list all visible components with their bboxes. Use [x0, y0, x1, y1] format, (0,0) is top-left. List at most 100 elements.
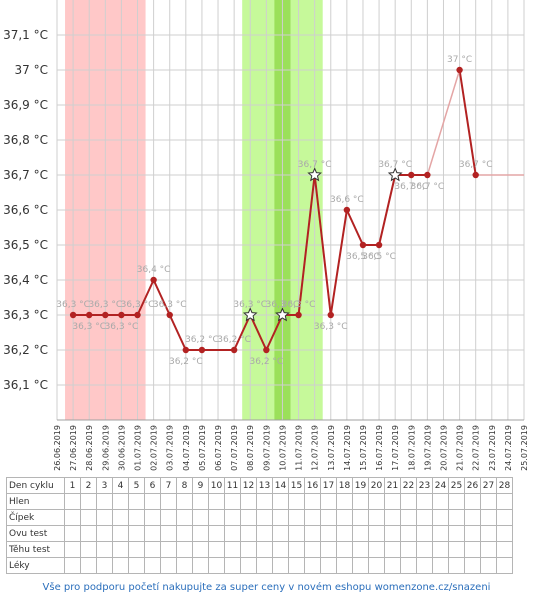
data-point	[198, 346, 206, 354]
cycle-day-number: 24	[432, 477, 449, 494]
data-label: 36,3 °C	[56, 300, 90, 310]
y-tick-label: 36,2 °C	[3, 343, 48, 357]
data-point	[456, 66, 463, 74]
series-segment	[136, 279, 155, 316]
table-cell	[144, 557, 161, 574]
table-row: Léky	[6, 557, 513, 574]
cycle-day-number: 2	[80, 477, 97, 494]
chart-grid	[56, 0, 525, 421]
data-label: 36,3 °C	[314, 322, 348, 332]
table-cell	[112, 509, 129, 526]
data-point	[295, 311, 302, 319]
table-cell	[160, 541, 177, 558]
table-cell	[112, 541, 129, 558]
table-cell	[496, 525, 513, 542]
data-point-star	[242, 307, 258, 322]
table-cell	[240, 493, 257, 510]
table-cell	[240, 541, 257, 558]
table-cell	[448, 541, 465, 558]
table-cell	[144, 525, 161, 542]
table-cell	[448, 509, 465, 526]
x-tick-label: 19.07.2019	[423, 425, 432, 471]
data-label: 36,7 °C	[378, 160, 412, 170]
cycle-day-number: 9	[192, 477, 209, 494]
table-cell	[320, 509, 337, 526]
table-cell	[96, 557, 113, 574]
table-row-label: Čípek	[6, 509, 65, 526]
y-tick-label: 37,1 °C	[3, 28, 48, 42]
cycle-day-number: 1	[64, 477, 81, 494]
data-label: 36,6 °C	[330, 195, 364, 205]
cycle-day-number: 14	[272, 477, 289, 494]
table-cell	[160, 493, 177, 510]
x-tick-label: 11.07.2019	[295, 425, 304, 471]
data-point	[408, 171, 415, 179]
table-cell	[448, 525, 465, 542]
data-point	[424, 171, 431, 179]
table-cell	[288, 525, 305, 542]
table-cell	[336, 557, 353, 574]
table-cell	[64, 493, 81, 510]
table-cell	[256, 541, 273, 558]
table-cell	[400, 541, 417, 558]
series-segment	[168, 314, 187, 351]
table-cell	[144, 493, 161, 510]
data-point	[118, 311, 125, 319]
table-cell	[368, 493, 385, 510]
data-label: 36,4 °C	[137, 265, 171, 275]
cycle-day-number: 13	[256, 477, 273, 494]
table-cell	[464, 541, 481, 558]
table-cell	[496, 557, 513, 574]
data-point	[263, 346, 270, 354]
series-segment	[297, 174, 316, 316]
table-row-label: Ovu test	[6, 525, 65, 542]
table-cell	[208, 509, 225, 526]
table-cell	[304, 525, 321, 542]
data-point-star	[307, 167, 323, 182]
data-label: 36,2 °C	[250, 357, 284, 367]
cycle-day-number: 22	[400, 477, 417, 494]
table-cell	[464, 509, 481, 526]
table-cell	[352, 557, 369, 574]
data-label: 36,3 °C	[121, 300, 155, 310]
table-cell	[448, 557, 465, 574]
x-tick-label: 01.07.2019	[134, 425, 143, 471]
table-cell	[432, 509, 449, 526]
table-cell	[416, 525, 433, 542]
table-cell	[320, 557, 337, 574]
table-cell	[368, 509, 385, 526]
data-point	[230, 346, 238, 354]
x-tick-label: 14.07.2019	[343, 425, 352, 471]
cycle-day-number: 18	[336, 477, 353, 494]
table-cell	[256, 525, 273, 542]
data-point	[69, 311, 77, 319]
series-segment	[233, 314, 252, 351]
table-cell	[448, 493, 465, 510]
table-cell	[480, 493, 497, 510]
table-row-label: Těhu test	[6, 541, 65, 558]
cycle-day-number: 12	[240, 477, 257, 494]
table-cell	[208, 557, 225, 574]
table-cell	[192, 525, 209, 542]
table-cell	[128, 541, 145, 558]
data-point	[375, 241, 383, 249]
table-cell	[400, 525, 417, 542]
table-cell	[304, 509, 321, 526]
table-cell	[368, 525, 385, 542]
y-tick-label: 36,4 °C	[3, 273, 48, 287]
cycle-day-number: 11	[224, 477, 241, 494]
table-cell	[432, 541, 449, 558]
table-cell	[160, 525, 177, 542]
table-cell	[144, 509, 161, 526]
data-label: 36,2 °C	[185, 335, 219, 345]
table-cell	[208, 541, 225, 558]
table-row: Hlen	[6, 493, 513, 510]
table-cell	[80, 557, 97, 574]
table-cell	[384, 493, 401, 510]
table-cell	[112, 525, 129, 542]
data-point	[327, 311, 334, 319]
table-cell	[80, 525, 97, 542]
footer-link[interactable]: Vše pro podporu početí nakupujte za supe…	[42, 582, 491, 593]
table-cell	[176, 541, 193, 558]
table-cell	[432, 557, 449, 574]
